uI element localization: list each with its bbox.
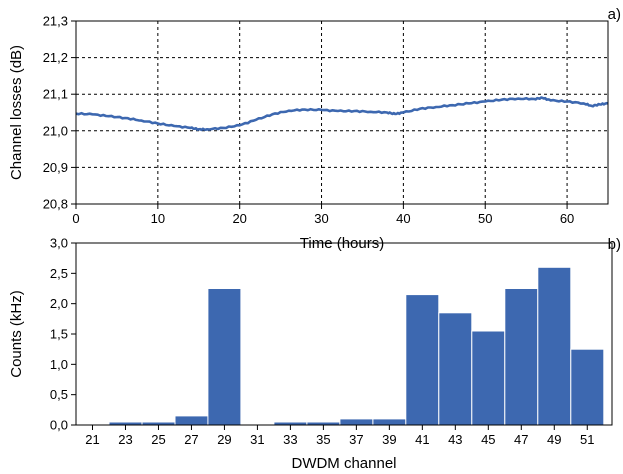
panel-b-x-tick-label: 51 <box>580 432 594 447</box>
panel-a-y-tick-label: 21,1 <box>43 87 68 102</box>
panel-b-y-tick-label: 3,0 <box>50 236 68 251</box>
panel-a-y-tick-label: 21,3 <box>43 14 68 29</box>
panel-b-bar <box>504 288 539 426</box>
panel-b-x-tick-label: 37 <box>349 432 363 447</box>
panel-a-x-tick-label: 10 <box>151 211 165 226</box>
panel-a-frame <box>75 20 609 205</box>
panel-b-bar <box>438 312 473 426</box>
panel-a-ticks: 0 10 20 30 40 50 60 20,8 20,9 21,0 21,1 21,2 21,3 <box>43 14 575 227</box>
panel-a-label: a) <box>608 6 621 23</box>
panel-b-y-tick-label: 2,5 <box>50 266 68 281</box>
panel-b-y-tick-label: 2,0 <box>50 296 68 311</box>
panel-b-x-tick-label: 21 <box>85 432 99 447</box>
panel-b-x-tick-label: 49 <box>547 432 561 447</box>
panel-b-bar <box>339 418 374 426</box>
panel-a-y-tick-label: 20,9 <box>43 160 68 175</box>
panel-a-x-tick-label: 20 <box>232 211 246 226</box>
panel-b-x-tick-label: 41 <box>415 432 429 447</box>
panel-a-x-tick-label: 50 <box>478 211 492 226</box>
panel-b-ticks: 21 23 25 27 29 31 33 35 37 39 41 43 45 47 49 51 0,0 0,5 1,… <box>50 236 595 448</box>
panel-a-x-tick-label: 60 <box>560 211 574 226</box>
panel-b-bar <box>537 266 572 426</box>
panel-b-y-axis-label: Counts (kHz) <box>8 290 25 378</box>
panel-b-x-axis-label: DWDM channel <box>291 455 396 472</box>
panel-b-label: b) <box>608 236 621 253</box>
panel-a-x-tick-label: 30 <box>314 211 328 226</box>
panel-a-x-tick-label: 0 <box>72 211 79 226</box>
panel-b-bar-chart: 21 23 25 27 29 31 33 35 37 39 41 43 45 47 49 51 0,0 0,5 1,… <box>8 236 621 473</box>
panel-b-x-tick-label: 23 <box>118 432 132 447</box>
panel-b-bars <box>108 266 605 426</box>
panel-b-x-tick-label: 33 <box>283 432 297 447</box>
panel-b-x-tick-label: 45 <box>481 432 495 447</box>
panel-b-x-tick-label: 47 <box>514 432 528 447</box>
panel-b-bar <box>405 294 440 426</box>
panel-b-bar <box>207 288 242 426</box>
panel-b-y-tick-label: 0,0 <box>50 418 68 433</box>
panel-a-y-tick-label: 21,0 <box>43 123 68 138</box>
panel-b-y-tick-label: 0,5 <box>50 387 68 402</box>
panel-b-x-tick-label: 27 <box>184 432 198 447</box>
panel-b-x-tick-label: 43 <box>448 432 462 447</box>
panel-b-bar <box>471 330 506 426</box>
panel-a-y-axis-label: Channel losses (dB) <box>8 45 25 180</box>
panel-b-x-tick-label: 25 <box>151 432 165 447</box>
panel-b-y-tick-label: 1,5 <box>50 327 68 342</box>
panel-a-series-line <box>75 96 609 132</box>
panel-b-bar <box>570 348 605 426</box>
panel-b-y-tick-label: 1,0 <box>50 357 68 372</box>
panel-b-x-tick-label: 35 <box>316 432 330 447</box>
panel-b-bar <box>174 415 209 426</box>
panel-b-x-tick-label: 39 <box>382 432 396 447</box>
panel-b-x-tick-label: 29 <box>217 432 231 447</box>
panel-a-grid <box>76 21 608 204</box>
panel-a-y-tick-label: 21,2 <box>43 50 68 65</box>
panel-b-x-tick-label: 31 <box>250 432 264 447</box>
panel-a-y-tick-label: 20,8 <box>43 197 68 212</box>
panel-a-x-tick-label: 40 <box>396 211 410 226</box>
panel-b-bar <box>372 418 407 426</box>
